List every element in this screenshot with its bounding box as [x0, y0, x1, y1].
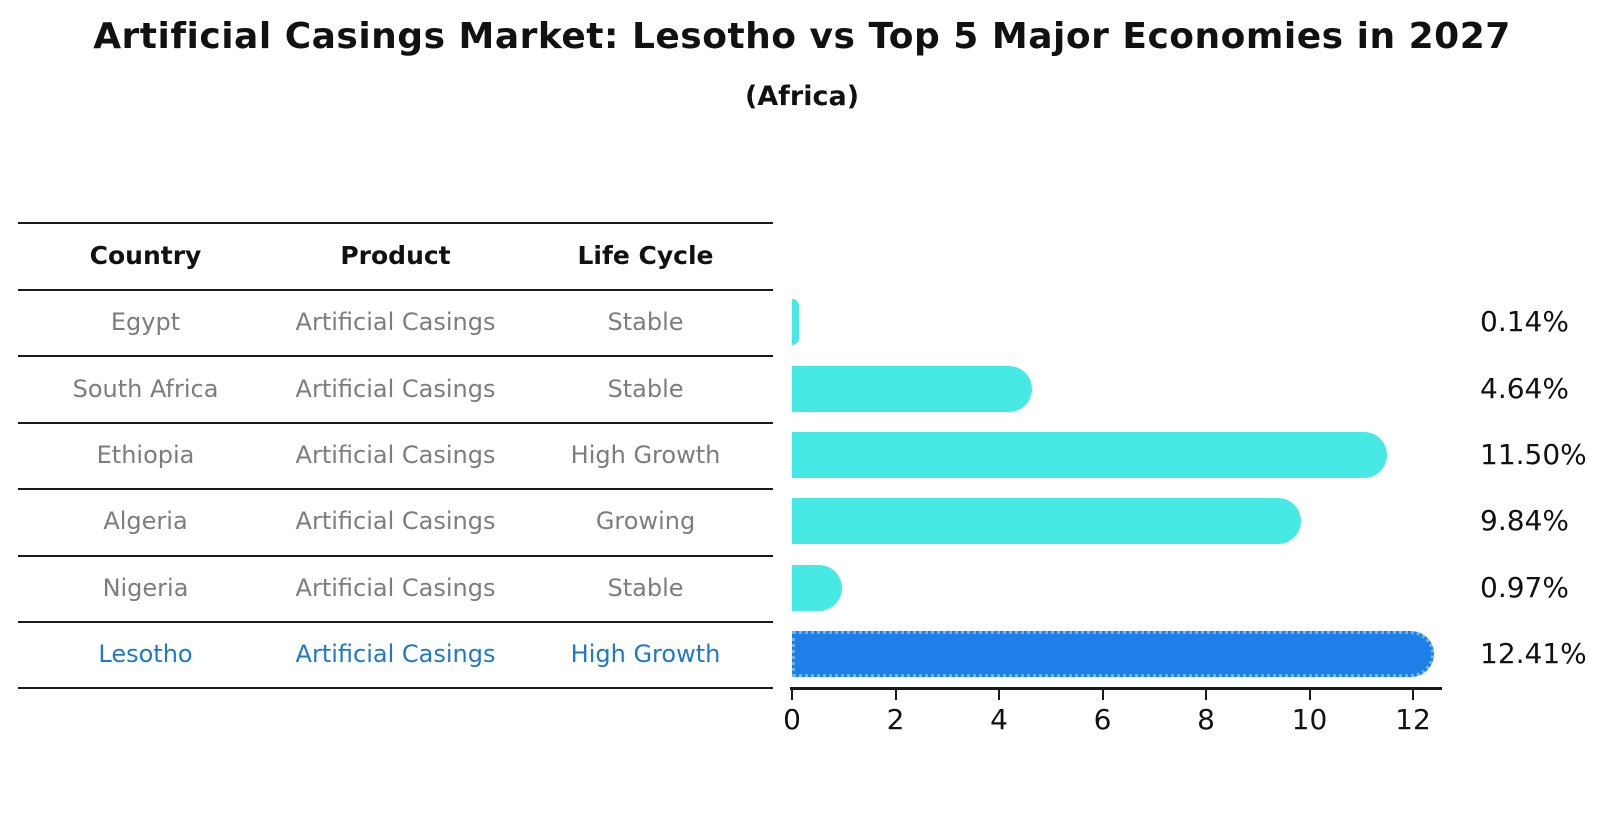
table-row: South Africa Artificial Casings Stable: [18, 355, 773, 421]
table-header-row: Country Product Life Cycle: [18, 222, 773, 289]
value-label: 12.41%: [1480, 637, 1587, 671]
x-tick: [1205, 690, 1207, 700]
table-row-rule: [18, 488, 773, 491]
table-row-rule: [18, 355, 773, 358]
chart-title: Artificial Casings Market: Lesotho vs To…: [93, 16, 1511, 57]
cell-product: Artificial Casings: [295, 640, 496, 669]
bar-ethiopia: [792, 432, 1388, 478]
cell-country: Lesotho: [98, 640, 193, 669]
cell-product: Artificial Casings: [295, 507, 496, 536]
cell-product: Artificial Casings: [295, 374, 496, 403]
bar-south-africa: [792, 365, 1033, 412]
column-header-lifecycle: Life Cycle: [577, 241, 714, 270]
cell-country: Ethiopia: [96, 440, 195, 469]
cell-country: Algeria: [103, 507, 188, 536]
x-tick-label: 6: [1093, 703, 1112, 736]
table-row-rule: [18, 554, 773, 557]
x-tick-label: 0: [783, 703, 801, 736]
bar-algeria: [792, 498, 1302, 545]
chart-subtitle: (Africa): [744, 81, 860, 112]
column-header-product: Product: [340, 241, 451, 270]
x-tick-label: 12: [1395, 703, 1431, 736]
x-tick: [894, 690, 897, 700]
table-row: Nigeria Artificial Casings Stable: [18, 555, 773, 621]
table-row: Algeria Artificial Casings Growing: [18, 488, 773, 554]
cell-product: Artificial Casings: [295, 573, 496, 602]
cell-country: South Africa: [72, 374, 219, 403]
x-tick: [1412, 690, 1414, 700]
table-row-rule: [18, 621, 773, 623]
cell-lifecycle: Stable: [607, 374, 684, 403]
value-label: 0.97%: [1480, 570, 1569, 604]
cell-lifecycle: Stable: [607, 308, 684, 337]
table-row: Egypt Artificial Casings Stable: [18, 289, 773, 355]
value-label: 0.14%: [1480, 305, 1569, 339]
cell-country: Nigeria: [102, 573, 189, 602]
bar-egypt: [792, 299, 800, 346]
bar-lesotho: [792, 631, 1435, 678]
cell-lifecycle: High Growth: [570, 640, 721, 669]
table-row-rule: [18, 289, 773, 291]
x-tick-label: 10: [1291, 703, 1328, 736]
x-tick-label: 2: [886, 703, 905, 736]
x-tick-label: 8: [1197, 703, 1215, 736]
table-row-rule: [18, 687, 773, 690]
cell-lifecycle: Stable: [607, 573, 684, 602]
bar-nigeria: [792, 564, 843, 611]
x-tick-label: 4: [990, 703, 1008, 736]
table-row-rule: [18, 421, 773, 424]
table-row: Ethiopia Artificial Casings High Growth: [18, 422, 773, 488]
x-tick: [998, 690, 1000, 700]
cell-product: Artificial Casings: [295, 440, 496, 469]
value-label: 9.84%: [1480, 504, 1569, 538]
cell-product: Artificial Casings: [295, 308, 496, 337]
x-tick: [1101, 690, 1104, 700]
cell-lifecycle: Growing: [595, 507, 696, 536]
cell-lifecycle: High Growth: [570, 440, 721, 469]
x-tick: [1308, 690, 1311, 700]
value-label: 4.64%: [1480, 371, 1569, 405]
x-tick: [791, 690, 793, 700]
table-top-rule: [18, 222, 773, 224]
table-row: Lesotho Artificial Casings High Growth: [18, 621, 773, 687]
value-label: 11.50%: [1480, 438, 1587, 471]
cell-country: Egypt: [110, 308, 181, 337]
x-axis: [790, 687, 1442, 690]
column-header-country: Country: [89, 241, 202, 270]
